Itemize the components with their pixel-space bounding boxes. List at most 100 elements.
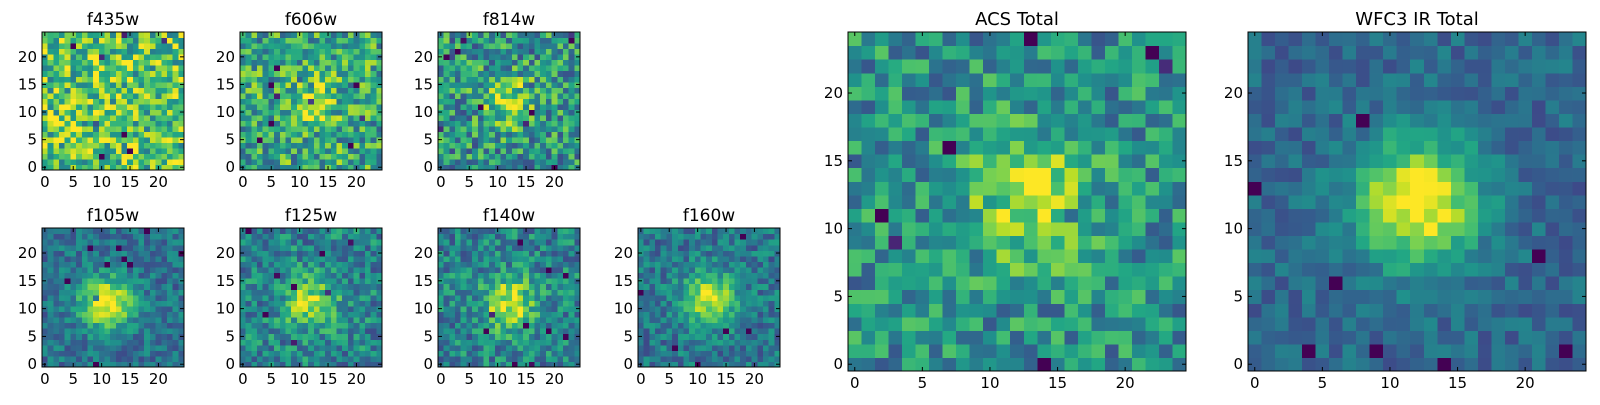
heatmap-cell: [268, 295, 274, 301]
heatmap-cell: [769, 228, 775, 234]
heatmap-cell: [1051, 344, 1065, 358]
heatmap-cell: [757, 356, 763, 362]
heatmap-cell: [769, 295, 775, 301]
heatmap-cell: [337, 54, 343, 60]
heatmap-cell: [354, 159, 360, 165]
heatmap-cell: [110, 295, 116, 301]
heatmap-cell: [444, 339, 450, 345]
heatmap-cell: [529, 82, 535, 88]
heatmap-cell: [444, 356, 450, 362]
heatmap-cell: [53, 43, 59, 49]
heatmap-cell: [512, 350, 518, 356]
heatmap-cell: [466, 261, 472, 267]
heatmap-cell: [325, 54, 331, 60]
heatmap-cell: [466, 345, 472, 351]
heatmap-cell: [297, 284, 303, 290]
heatmap-cell: [122, 76, 128, 82]
heatmap-cell: [342, 38, 348, 44]
heatmap-cell: [723, 328, 729, 334]
heatmap-cell: [678, 289, 684, 295]
heatmap-cell: [757, 239, 763, 245]
heatmap-cell: [438, 76, 444, 82]
heatmap-cell: [268, 120, 274, 126]
heatmap-cell: [449, 142, 455, 148]
heatmap-cell: [489, 109, 495, 115]
heatmap-cell: [449, 32, 455, 38]
heatmap-cell: [535, 272, 541, 278]
heatmap-cell: [251, 131, 257, 137]
heatmap-cell: [529, 49, 535, 55]
heatmap-cell: [740, 317, 746, 323]
heatmap-cell: [518, 228, 524, 234]
heatmap-cell: [354, 295, 360, 301]
heatmap-cell: [483, 267, 489, 273]
heatmap-cell: [308, 356, 314, 362]
heatmap-cell: [104, 306, 110, 312]
heatmap-cell: [1064, 290, 1078, 304]
heatmap-cell: [518, 300, 524, 306]
heatmap-cell: [518, 115, 524, 121]
heatmap-cell: [695, 267, 701, 273]
heatmap-cell: [297, 350, 303, 356]
heatmap-cell: [489, 323, 495, 329]
heatmap-cell: [529, 250, 535, 256]
heatmap-cell: [678, 306, 684, 312]
heatmap-cell: [552, 65, 558, 71]
heatmap-cell: [523, 153, 529, 159]
heatmap-cell: [1064, 303, 1078, 317]
heatmap-cell: [552, 82, 558, 88]
heatmap-cell: [116, 284, 122, 290]
heatmap-cell: [348, 311, 354, 317]
heatmap-cell: [70, 76, 76, 82]
heatmap-cell: [314, 71, 320, 77]
heatmap-cell: [161, 239, 167, 245]
heatmap-cell: [325, 60, 331, 66]
heatmap-cell: [518, 49, 524, 55]
heatmap-cell: [320, 228, 326, 234]
heatmap-cell: [649, 356, 655, 362]
heatmap-cell: [331, 356, 337, 362]
heatmap-cell: [167, 339, 173, 345]
heatmap-cell: [444, 267, 450, 273]
heatmap-cell: [76, 278, 82, 284]
heatmap-cell: [76, 267, 82, 273]
heatmap-cell: [444, 250, 450, 256]
heatmap-cell: [161, 306, 167, 312]
heatmap-cell: [371, 54, 377, 60]
heatmap-cell: [257, 245, 263, 251]
heatmap-cell: [93, 323, 99, 329]
heatmap-cell: [285, 256, 291, 262]
heatmap-cell: [746, 256, 752, 262]
heatmap-cell: [156, 54, 162, 60]
heatmap-cell: [449, 148, 455, 154]
heatmap-cell: [359, 71, 365, 77]
heatmap-cell: [150, 98, 156, 104]
heatmap-cell: [173, 32, 179, 38]
heatmap-cell: [444, 93, 450, 99]
heatmap-cell: [342, 159, 348, 165]
heatmap-cell: [540, 317, 546, 323]
heatmap-cell: [99, 350, 105, 356]
heatmap-cell: [706, 272, 712, 278]
heatmap-cell: [929, 290, 943, 304]
heatmap-cell: [718, 284, 724, 290]
heatmap-cell: [161, 148, 167, 154]
heatmap-cell: [297, 43, 303, 49]
heatmap-cell: [320, 234, 326, 240]
heatmap-cell: [478, 256, 484, 262]
heatmap-cell: [1024, 208, 1038, 222]
heatmap-cell: [1010, 168, 1024, 182]
heatmap-cell: [308, 148, 314, 154]
heatmap-cell: [99, 104, 105, 110]
heatmap-cell: [569, 148, 575, 154]
heatmap-cell: [325, 250, 331, 256]
heatmap-cell: [478, 32, 484, 38]
heatmap-cell: [65, 126, 71, 132]
heatmap-cell: [512, 54, 518, 60]
heatmap-cell: [104, 228, 110, 234]
heatmap-cell: [956, 357, 970, 371]
heatmap-cell: [495, 54, 501, 60]
heatmap-cell: [274, 284, 280, 290]
heatmap-cell: [127, 323, 133, 329]
